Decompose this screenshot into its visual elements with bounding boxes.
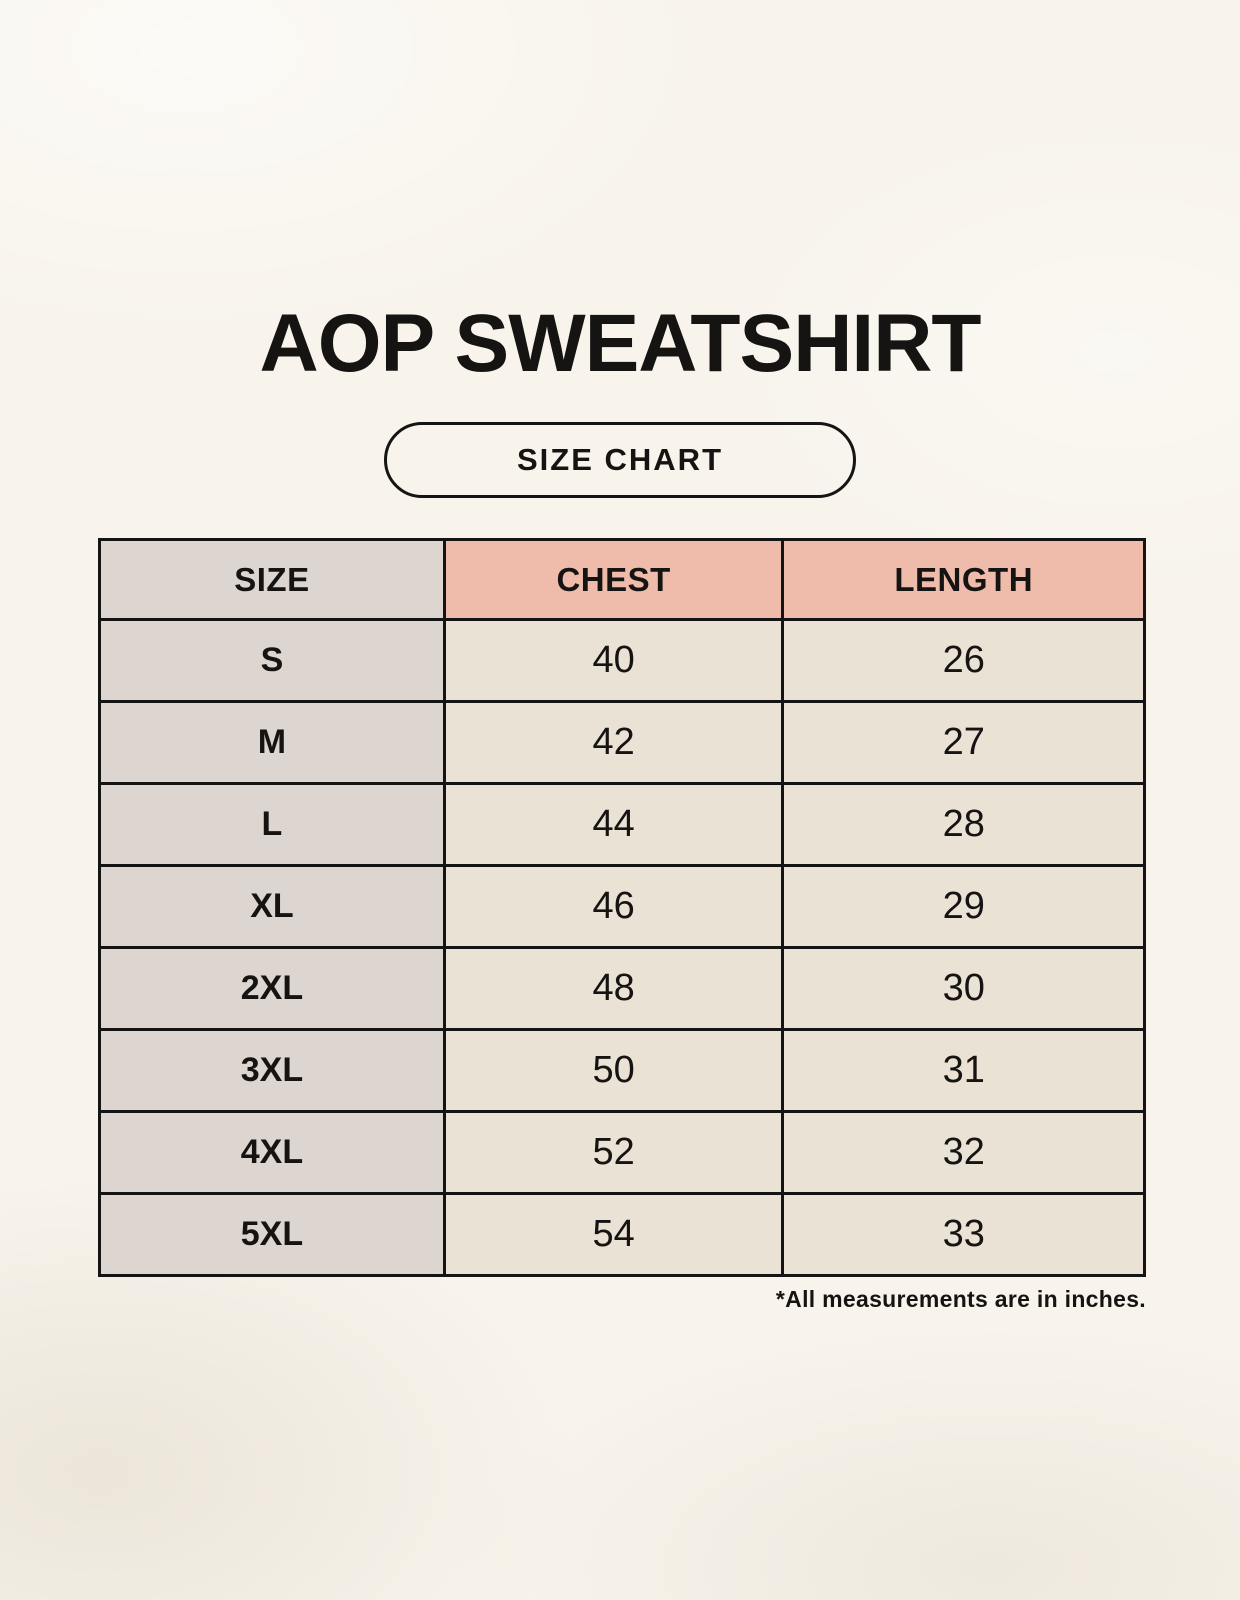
- length-cell: 26: [781, 618, 1146, 703]
- column-header-size: SIZE: [98, 538, 446, 621]
- size-cell: 5XL: [98, 1192, 446, 1277]
- size-chart-badge: SIZE CHART: [384, 422, 856, 498]
- size-cell: L: [98, 782, 446, 867]
- table-row: 2XL 48 30: [98, 946, 1146, 1031]
- table-row: 5XL 54 33: [98, 1192, 1146, 1277]
- size-chart-table: SIZE CHEST LENGTH S 40 26 M 42 27 L 44 2…: [98, 538, 1146, 1277]
- chest-cell: 50: [442, 1028, 785, 1113]
- measurements-footnote: *All measurements are in inches.: [775, 1286, 1146, 1312]
- chest-cell: 44: [442, 782, 785, 867]
- table-row: L 44 28: [98, 782, 1146, 867]
- chest-cell: 46: [442, 864, 785, 949]
- table-row: S 40 26: [98, 618, 1146, 703]
- table-row: 4XL 52 32: [98, 1110, 1146, 1195]
- size-cell: 3XL: [98, 1028, 446, 1113]
- length-cell: 27: [781, 700, 1146, 785]
- length-cell: 31: [781, 1028, 1146, 1113]
- chest-cell: 52: [442, 1110, 785, 1195]
- length-cell: 32: [781, 1110, 1146, 1195]
- size-cell: 4XL: [98, 1110, 446, 1195]
- size-chart-badge-label: SIZE CHART: [517, 442, 723, 477]
- column-header-chest: CHEST: [442, 538, 785, 621]
- chest-cell: 40: [442, 618, 785, 703]
- chest-cell: 54: [442, 1192, 785, 1277]
- header-row: SIZE CHEST LENGTH: [98, 538, 1146, 621]
- length-cell: 29: [781, 864, 1146, 949]
- column-header-length: LENGTH: [781, 538, 1146, 621]
- chest-cell: 42: [442, 700, 785, 785]
- size-cell: S: [98, 618, 446, 703]
- chest-cell: 48: [442, 946, 785, 1031]
- page-title: AOP SWEATSHIRT: [259, 298, 982, 389]
- size-cell: XL: [98, 864, 446, 949]
- length-cell: 28: [781, 782, 1146, 867]
- length-cell: 30: [781, 946, 1146, 1031]
- table-row: XL 46 29: [98, 864, 1146, 949]
- table-row: 3XL 50 31: [98, 1028, 1146, 1113]
- size-cell: 2XL: [98, 946, 446, 1031]
- table-row: M 42 27: [98, 700, 1146, 785]
- length-cell: 33: [781, 1192, 1146, 1277]
- size-cell: M: [98, 700, 446, 785]
